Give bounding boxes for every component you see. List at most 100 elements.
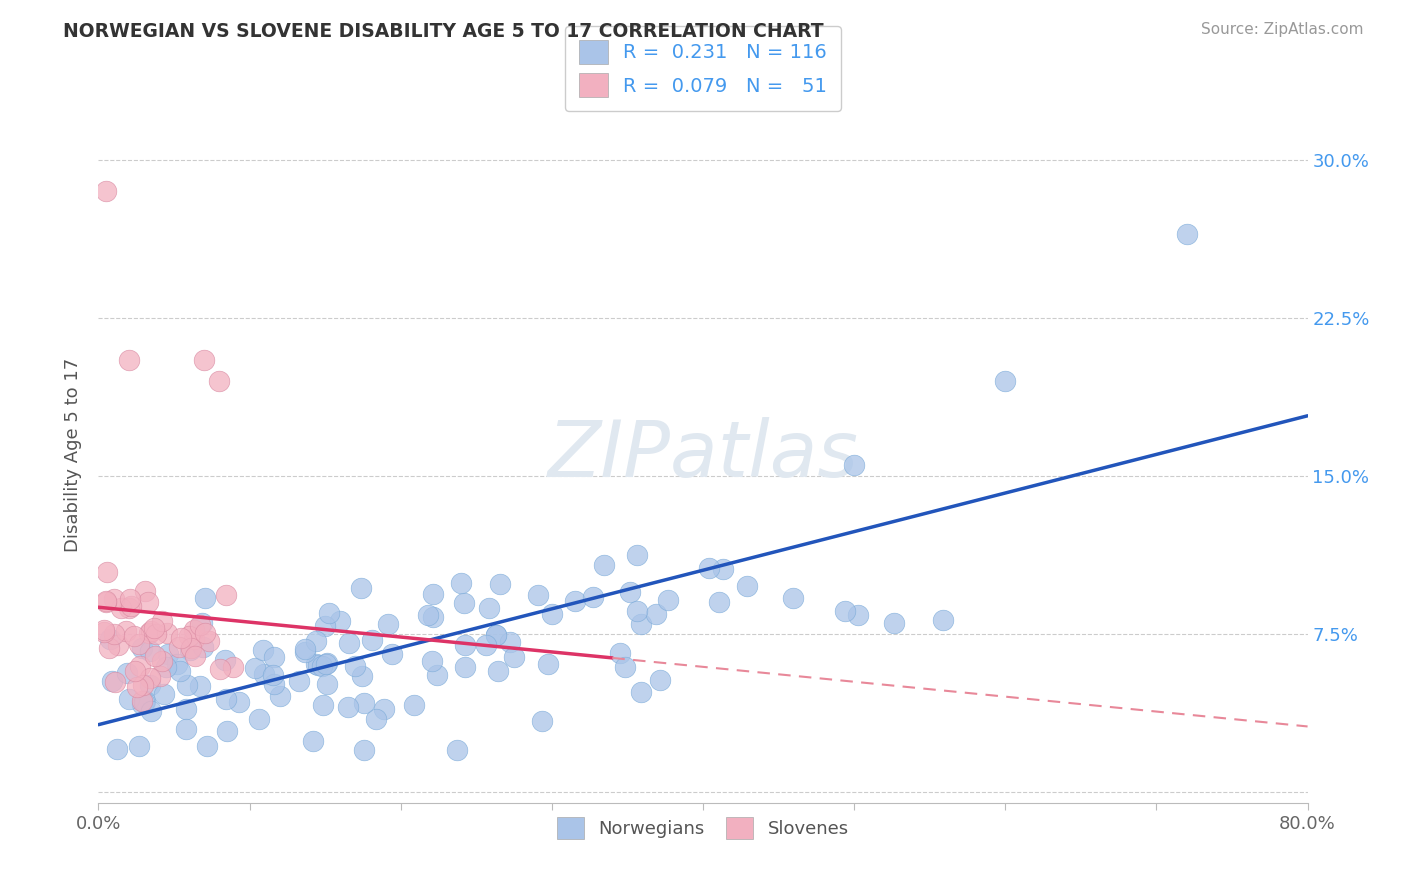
- Point: [883, 615, 905, 630]
- Point: [188, 679, 211, 693]
- Point: [609, 646, 631, 660]
- Point: [222, 660, 245, 674]
- Point: [132, 695, 155, 709]
- Point: [247, 712, 270, 726]
- Point: [118, 692, 141, 706]
- Y-axis label: Disability Age 5 to 17: Disability Age 5 to 17: [65, 358, 83, 552]
- Point: [94, 185, 117, 199]
- Point: [294, 644, 316, 658]
- Point: [167, 640, 190, 655]
- Point: [253, 666, 276, 681]
- Point: [155, 659, 177, 673]
- Point: [124, 664, 146, 678]
- Point: [176, 722, 198, 736]
- Point: [215, 723, 238, 738]
- Point: [564, 594, 586, 608]
- Point: [228, 695, 250, 709]
- Point: [131, 693, 153, 707]
- Point: [128, 637, 150, 651]
- Point: [593, 558, 616, 572]
- Point: [318, 606, 340, 620]
- Point: [1372, 216, 1395, 230]
- Point: [454, 660, 477, 674]
- Point: [315, 657, 337, 671]
- Point: [139, 672, 162, 686]
- Point: [156, 648, 179, 662]
- Point: [426, 668, 449, 682]
- Point: [93, 624, 115, 639]
- Point: [353, 696, 375, 710]
- Point: [329, 614, 352, 628]
- Point: [844, 458, 866, 473]
- Point: [453, 638, 475, 652]
- Point: [188, 618, 211, 632]
- Point: [252, 643, 274, 657]
- Point: [350, 582, 373, 596]
- Point: [174, 701, 197, 715]
- Point: [446, 743, 468, 757]
- Point: [478, 601, 501, 615]
- Point: [115, 666, 138, 681]
- Point: [101, 674, 124, 689]
- Point: [176, 678, 198, 692]
- Point: [263, 650, 285, 665]
- Point: [366, 712, 388, 726]
- Point: [129, 658, 152, 673]
- Point: [156, 626, 179, 640]
- Point: [541, 607, 564, 621]
- Point: [195, 739, 218, 753]
- Point: [420, 654, 443, 668]
- Point: [499, 635, 522, 649]
- Point: [145, 627, 167, 641]
- Point: [316, 676, 339, 690]
- Point: [697, 561, 720, 575]
- Point: [834, 604, 856, 618]
- Point: [657, 593, 679, 607]
- Point: [422, 609, 444, 624]
- Point: [142, 621, 165, 635]
- Point: [183, 623, 205, 637]
- Text: Source: ZipAtlas.com: Source: ZipAtlas.com: [1201, 22, 1364, 37]
- Text: ZIPatlas: ZIPatlas: [547, 417, 859, 493]
- Point: [404, 698, 426, 712]
- Point: [994, 374, 1017, 388]
- Point: [107, 638, 129, 652]
- Point: [626, 548, 648, 562]
- Point: [96, 565, 118, 579]
- Point: [485, 627, 508, 641]
- Point: [118, 353, 141, 368]
- Point: [782, 591, 804, 606]
- Point: [179, 629, 201, 643]
- Point: [527, 588, 550, 602]
- Point: [197, 634, 219, 648]
- Point: [531, 714, 554, 728]
- Point: [148, 669, 170, 683]
- Point: [139, 624, 162, 638]
- Point: [132, 678, 155, 692]
- Point: [316, 656, 339, 670]
- Point: [179, 643, 201, 657]
- Point: [294, 642, 316, 657]
- Point: [305, 657, 328, 672]
- Point: [314, 619, 336, 633]
- Point: [166, 657, 188, 672]
- Point: [138, 643, 160, 657]
- Point: [131, 698, 153, 712]
- Point: [311, 659, 333, 673]
- Point: [353, 743, 375, 757]
- Point: [307, 658, 329, 673]
- Point: [170, 631, 193, 645]
- Point: [194, 591, 217, 606]
- Point: [105, 742, 128, 756]
- Point: [118, 601, 141, 615]
- Point: [208, 662, 231, 676]
- Point: [537, 657, 560, 671]
- Point: [183, 632, 205, 646]
- Point: [418, 607, 440, 622]
- Point: [128, 739, 150, 753]
- Point: [97, 641, 120, 656]
- Point: [381, 647, 404, 661]
- Point: [485, 628, 508, 642]
- Point: [191, 616, 214, 631]
- Point: [377, 617, 399, 632]
